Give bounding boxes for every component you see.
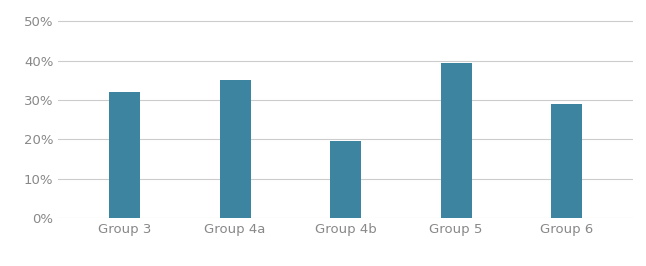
Bar <box>220 80 251 218</box>
Bar <box>109 92 140 218</box>
Bar <box>330 140 361 218</box>
Bar <box>551 104 582 218</box>
Bar <box>441 63 472 218</box>
